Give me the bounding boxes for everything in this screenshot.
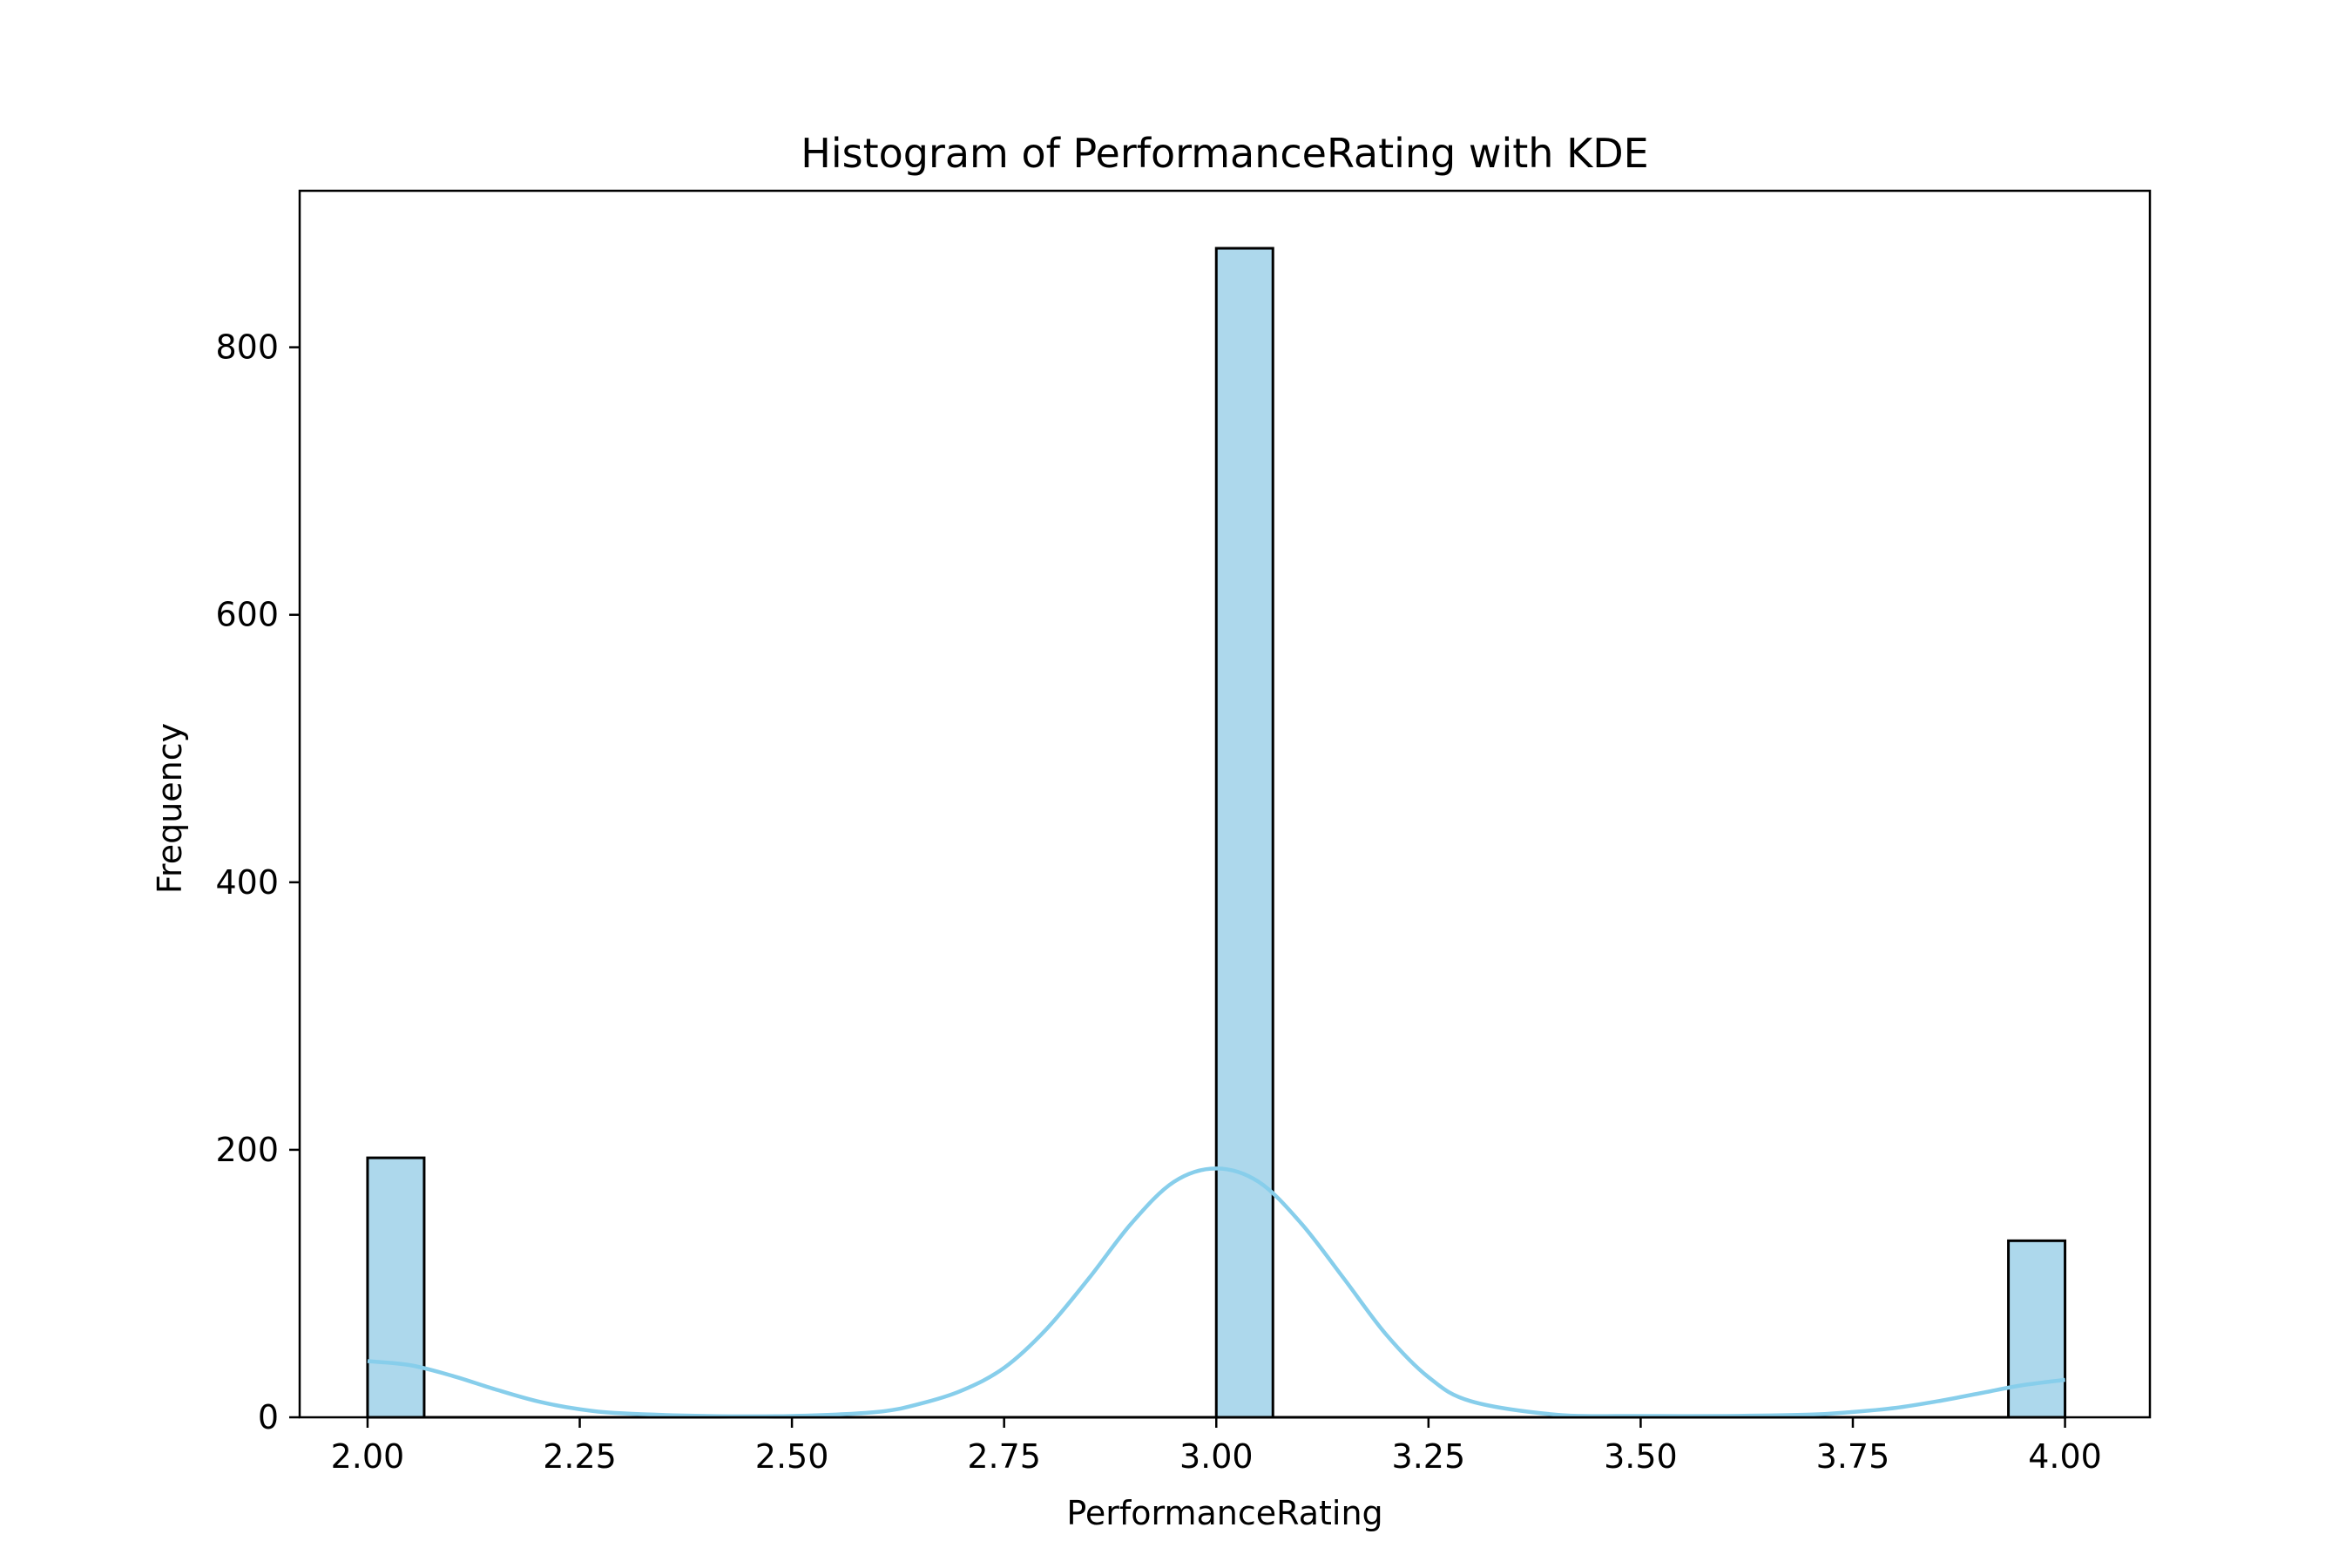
- x-tick-label: 3.00: [1179, 1437, 1254, 1476]
- y-tick-label: 200: [215, 1131, 279, 1169]
- histogram-bar-1: [366, 1156, 426, 1419]
- x-tick-label: 3.75: [1816, 1437, 1890, 1476]
- histogram-bar-3: [2007, 1239, 2067, 1419]
- x-tick-label: 4.00: [2028, 1437, 2102, 1476]
- y-axis-label: Frequency: [151, 723, 189, 894]
- plot-frame: [298, 189, 2152, 1419]
- x-tick-label: 3.50: [1604, 1437, 1678, 1476]
- x-tick-label: 2.25: [543, 1437, 617, 1476]
- ticks-layer: 2.00 2.25 2.50 2.75 3.00 3.25 3.50 3.75 4.00 0 200…: [215, 328, 2101, 1476]
- x-tick-label: 2.50: [755, 1437, 829, 1476]
- kde-curve: [367, 1166, 2065, 1419]
- histogram-bar-2: [1214, 247, 1274, 1419]
- bars-layer: [366, 247, 2067, 1419]
- x-axis-label: PerformanceRating: [1066, 1494, 1382, 1532]
- kde-layer: [367, 1166, 2065, 1419]
- y-tick-label: 0: [258, 1398, 279, 1436]
- x-tick-label: 2.75: [967, 1437, 1041, 1476]
- chart-title: Histogram of PerformanceRating with KDE: [801, 130, 1649, 177]
- x-tick-label: 2.00: [331, 1437, 405, 1476]
- y-tick-label: 800: [215, 328, 279, 367]
- y-tick-label: 600: [215, 596, 279, 634]
- y-tick-label: 400: [215, 863, 279, 902]
- x-tick-label: 3.25: [1392, 1437, 1466, 1476]
